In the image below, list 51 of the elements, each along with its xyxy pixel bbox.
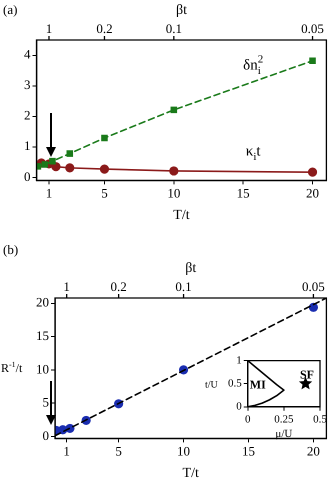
x-tick-label: 20: [306, 444, 320, 459]
x2-axis-title: βt: [176, 3, 188, 18]
point: [66, 150, 74, 157]
text: 1: [63, 279, 70, 294]
y-tick-label: 1: [236, 354, 242, 366]
y-tick-label: 0.5: [228, 378, 242, 390]
y-tick-label: 3: [24, 77, 30, 92]
point: [65, 163, 74, 172]
point: [170, 106, 178, 114]
y-tick-label: 4: [24, 46, 31, 62]
text: 0.2: [96, 21, 113, 36]
point: [100, 164, 110, 174]
x2-axis-title: βt: [185, 261, 196, 276]
point: [169, 166, 178, 176]
x-tick-label: 5: [115, 444, 122, 459]
text: 0.1: [166, 21, 182, 36]
point: [101, 134, 108, 142]
y-tick-label: 20: [36, 294, 49, 310]
x-tick-label: 5: [101, 186, 108, 201]
y-tick-label: 1: [24, 138, 30, 154]
point: [51, 162, 61, 172]
y-tick-label: 10: [36, 361, 49, 376]
x-tick-label: 0.25: [274, 413, 294, 426]
y-tick-label: 5: [42, 394, 49, 410]
point: [49, 158, 56, 164]
point: [42, 161, 48, 168]
annotation: SF: [300, 368, 314, 382]
text: 0.2: [110, 279, 127, 294]
text: 0.05: [302, 279, 325, 294]
annotation: MI: [250, 378, 266, 392]
text: 0.05: [301, 21, 324, 36]
y-axis-title: t/U: [205, 380, 219, 391]
point: [309, 57, 316, 64]
x-tick-label: 10: [167, 186, 180, 201]
x-tick-label: 1: [63, 444, 70, 459]
x-tick-label: 0: [245, 413, 251, 426]
y-tick-label: 15: [36, 328, 49, 344]
x-axis-title: μ/U: [275, 428, 292, 440]
x-axis-title: T/t: [173, 208, 190, 223]
chart-title: (a): [3, 2, 18, 17]
x-tick-label: 20: [306, 186, 320, 201]
y-tick-label: 0: [24, 168, 30, 184]
chart-title: (b): [3, 242, 18, 257]
text: 0.1: [175, 279, 192, 294]
y-tick-label: 0: [236, 400, 242, 413]
y-tick-label: 0: [42, 428, 49, 443]
x-tick-label: 10: [177, 444, 190, 459]
y-tick-label: 2: [24, 108, 30, 123]
x-axis-title: T/t: [182, 466, 199, 481]
point: [308, 168, 318, 177]
x-tick-label: 0.5: [313, 413, 328, 426]
